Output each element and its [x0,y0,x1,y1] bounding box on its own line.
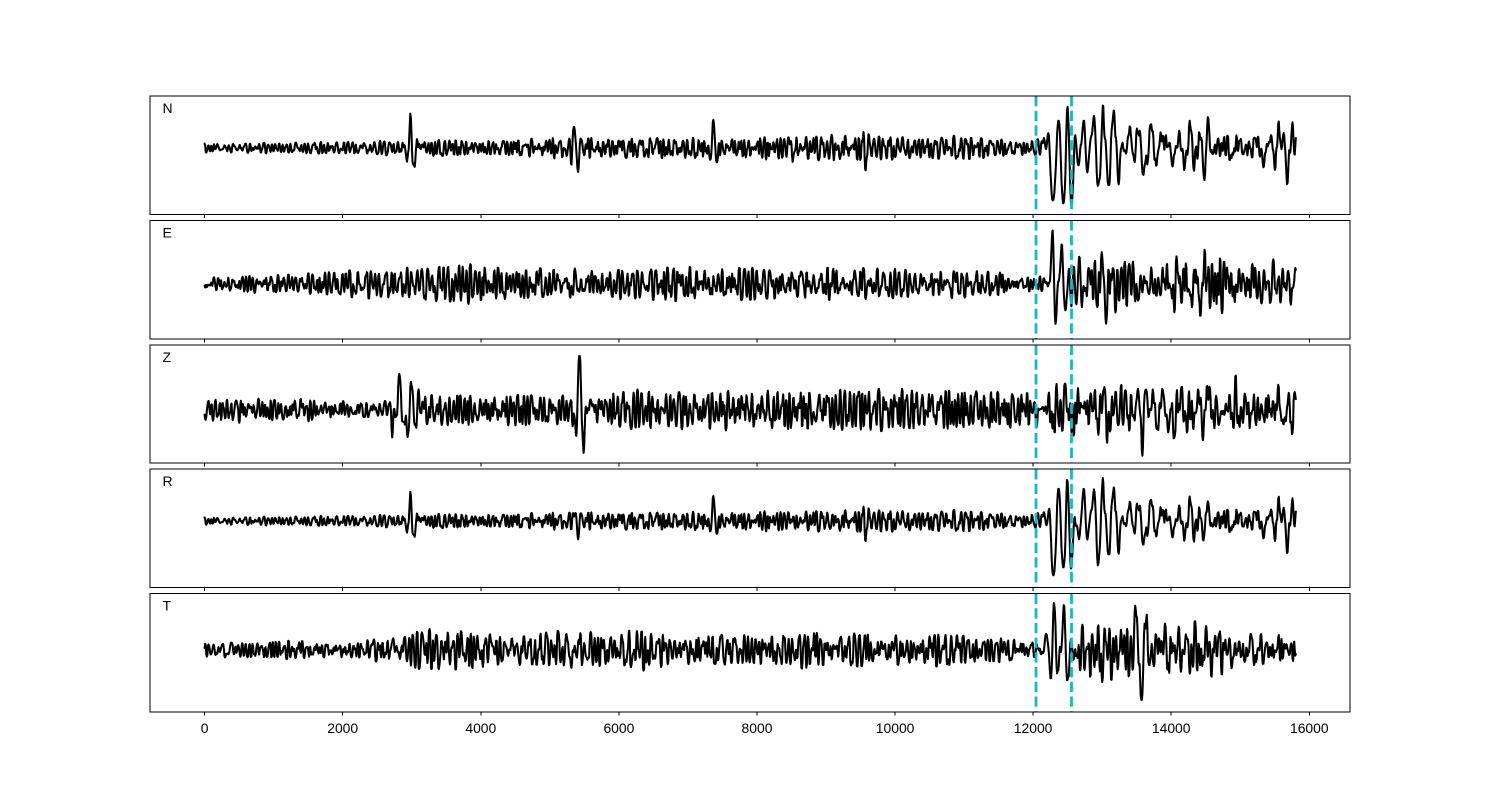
svg-text:16000: 16000 [1290,720,1329,736]
svg-text:14000: 14000 [1152,720,1191,736]
svg-text:2000: 2000 [327,720,358,736]
svg-text:8000: 8000 [742,720,773,736]
svg-text:E: E [163,224,172,240]
svg-text:R: R [163,473,173,489]
svg-text:T: T [163,598,172,614]
svg-text:Z: Z [163,349,172,365]
svg-text:6000: 6000 [603,720,634,736]
svg-text:N: N [163,100,173,116]
svg-text:12000: 12000 [1014,720,1053,736]
svg-text:10000: 10000 [876,720,915,736]
svg-text:0: 0 [201,720,209,736]
svg-text:4000: 4000 [465,720,496,736]
